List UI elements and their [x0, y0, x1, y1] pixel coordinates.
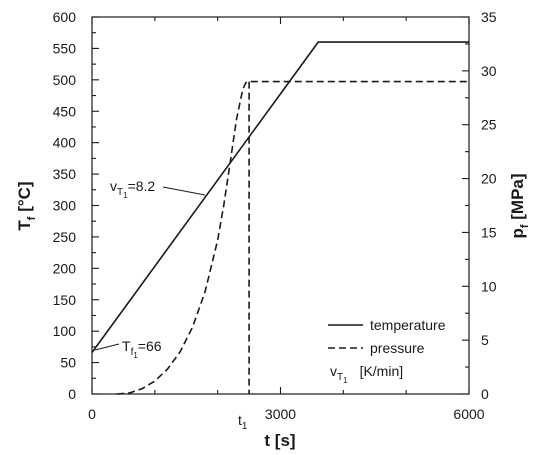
left-y-tick-label: 50	[60, 355, 76, 371]
right-y-tick-label: 25	[481, 117, 497, 133]
right-y-tick-label: 0	[481, 386, 489, 402]
t1-marker-text: t	[238, 412, 242, 428]
right-y-tick-label: 30	[481, 63, 497, 79]
series-layer	[91, 41, 469, 395]
tf1-value: =66	[138, 338, 162, 354]
x-tick-label: 3000	[265, 406, 296, 422]
legend-temperature-label: temperature	[370, 317, 446, 333]
right-y-title-sub: f	[519, 224, 531, 228]
left-y-title-main: T	[15, 220, 34, 231]
left-y-tick-label: 400	[53, 135, 77, 151]
x-axis-ticks: 0 3000 6000	[88, 17, 485, 422]
left-y-tick-label: 100	[53, 323, 77, 339]
right-y-tick-label: 5	[481, 332, 489, 348]
vt1-sub2: 1	[123, 191, 128, 200]
x-tick-label: 6000	[453, 406, 484, 422]
x-tick-label: 0	[88, 406, 96, 422]
vt1-annotation: vT1=8.2	[110, 178, 155, 200]
left-y-tick-label: 300	[53, 198, 77, 214]
tf1-sub: f	[131, 347, 134, 358]
legend-unit-v: v	[330, 363, 337, 379]
right-y-tick-label: 10	[481, 278, 497, 294]
vt1-leader-line	[162, 186, 206, 196]
tf1-annotation: Tf1=66	[122, 338, 162, 360]
right-y-tick-label: 20	[481, 171, 497, 187]
right-y-tick-label: 15	[481, 224, 497, 240]
t1-marker-label: t1	[238, 412, 248, 432]
left-y-tick-label: 600	[53, 9, 77, 25]
tf1-t: T	[122, 338, 131, 354]
right-y-tick-label: 35	[481, 9, 497, 25]
tf1-leader-line	[94, 343, 120, 351]
left-y-tick-label: 150	[53, 292, 77, 308]
legend-unit-sub: T	[337, 372, 343, 383]
legend-unit-note: vT1 [K/min]	[330, 363, 403, 385]
left-y-tick-label: 550	[53, 40, 77, 56]
left-y-axis-title: Tf [°C]	[15, 181, 38, 230]
series-temperature	[91, 41, 469, 353]
vt1-sub: T	[117, 187, 123, 198]
left-y-tick-label: 350	[53, 166, 77, 182]
legend-unit-value: [K/min]	[360, 363, 404, 379]
legend-pressure-label: pressure	[370, 340, 425, 356]
series-pressure	[117, 80, 469, 395]
right-y-title-unit: [MPa]	[508, 173, 527, 224]
left-y-axis-ticks: 0 50 100 150 200 250 300 350 400 450 500 550 600	[53, 9, 99, 402]
vt1-value: =8.2	[128, 178, 156, 194]
left-y-tick-label: 450	[53, 103, 77, 119]
left-y-title-unit: [°C]	[15, 181, 34, 216]
left-y-tick-label: 0	[68, 386, 76, 402]
left-y-title-sub: f	[26, 216, 38, 220]
vt1-v: v	[110, 178, 117, 194]
right-y-axis-title: pf [MPa]	[508, 173, 531, 238]
left-y-tick-label: 200	[53, 260, 77, 276]
tf1-sub2: 1	[133, 351, 138, 360]
left-y-tick-label: 250	[53, 229, 77, 245]
legend: temperature pressure vT1 [K/min]	[328, 317, 446, 385]
right-y-axis-ticks: 0 5 10 15 20 25 30 35	[462, 9, 497, 402]
right-y-title-main: p	[508, 228, 527, 238]
x-axis-title: t [s]	[264, 431, 295, 450]
left-y-tick-label: 500	[53, 72, 77, 88]
t1-marker-sub: 1	[242, 421, 248, 432]
legend-unit-sub2: 1	[343, 376, 348, 385]
